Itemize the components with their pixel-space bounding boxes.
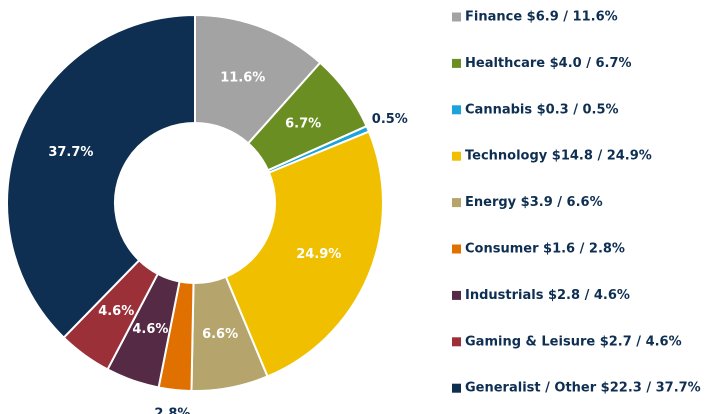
- legend-label: Finance $6.9 / 11.6%: [465, 10, 618, 25]
- legend-swatch: [452, 244, 461, 254]
- data-label: 4.6%: [98, 304, 134, 319]
- data-label: 0.5%: [372, 112, 408, 127]
- data-label: 11.6%: [220, 70, 265, 85]
- legend-label: Gaming & Leisure $2.7 / 4.6%: [465, 334, 682, 349]
- legend-label: Cannabis $0.3 / 0.5%: [465, 102, 619, 117]
- data-label: 6.7%: [285, 116, 321, 131]
- legend-swatch: [452, 105, 461, 115]
- legend-swatch: [452, 12, 461, 22]
- legend-swatch: [452, 383, 461, 393]
- donut-segment: [224, 130, 384, 378]
- legend-swatch: [452, 151, 461, 161]
- legend-label: Industrials $2.8 / 4.6%: [465, 288, 630, 303]
- legend-swatch: [452, 58, 461, 68]
- data-label: 4.6%: [132, 322, 168, 337]
- legend-label: Energy $3.9 / 6.6%: [465, 195, 603, 210]
- legend-label: Consumer $1.6 / 2.8%: [465, 242, 625, 257]
- donut-segment: [6, 13, 196, 340]
- data-label: 37.7%: [48, 145, 93, 160]
- legend-label: Healthcare $4.0 / 6.7%: [465, 56, 632, 71]
- data-label: 6.6%: [202, 327, 238, 342]
- legend-label: Generalist / Other $22.3 / 37.7%: [465, 381, 701, 396]
- legend-swatch: [452, 290, 461, 300]
- data-label: 24.9%: [296, 247, 341, 262]
- data-label: 2.8%: [154, 406, 190, 414]
- legend-swatch: [452, 198, 461, 208]
- legend-swatch: [452, 337, 461, 347]
- legend-label: Technology $14.8 / 24.9%: [465, 149, 652, 164]
